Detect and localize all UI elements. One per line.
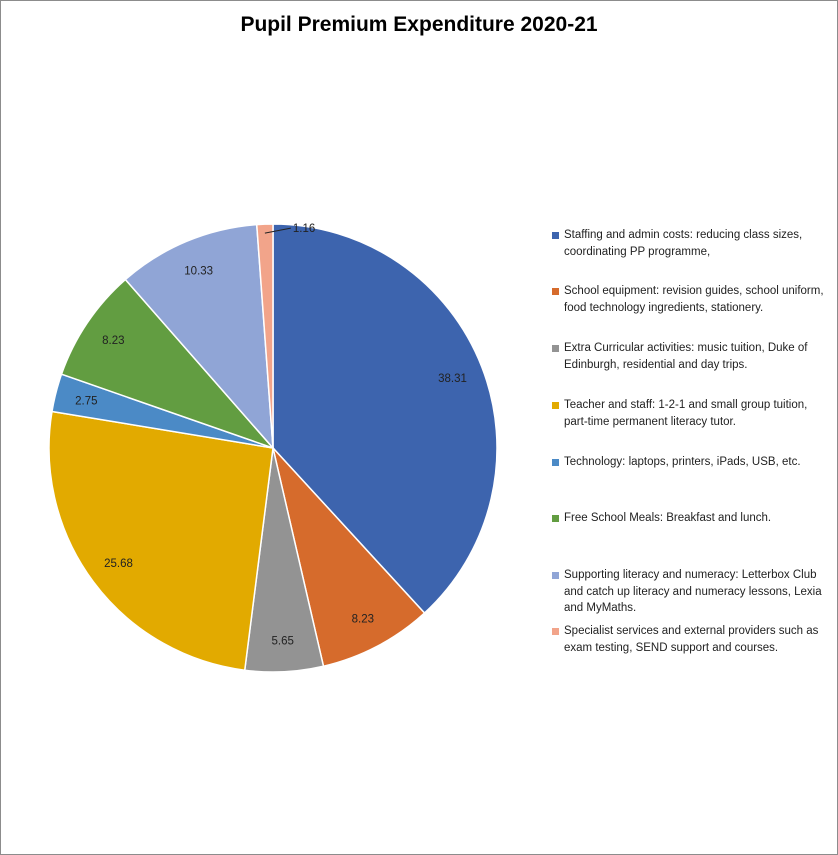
data-labels: 38.31 8.23 5.65 25.68 2.75 8.23 10.33 1.16 — [75, 223, 467, 647]
legend-label: Staffing and admin costs: reducing class… — [564, 229, 803, 258]
pie-slice-3 — [48, 410, 274, 672]
data-label-2: 5.65 — [272, 635, 294, 647]
legend-label: Specialist services and external provide… — [564, 625, 819, 654]
legend-swatch — [552, 345, 559, 352]
legend-label: Free School Meals: Breakfast and lunch. — [564, 512, 772, 524]
legend-swatch — [552, 288, 559, 295]
chart-title: Pupil Premium Expenditure 2020-21 — [240, 13, 598, 36]
legend-swatch — [552, 628, 559, 635]
legend-label: Supporting literacy and numeracy: Letter… — [564, 569, 822, 614]
leader-lines — [264, 227, 291, 234]
legend-swatch — [552, 572, 559, 579]
legend-swatch — [552, 459, 559, 466]
data-label-3: 25.68 — [104, 558, 133, 570]
legend-label: Technology: laptops, printers, iPads, US… — [564, 456, 801, 468]
pie-slice-0 — [272, 223, 498, 615]
data-label-6: 10.33 — [184, 265, 213, 277]
legend-label: Extra Curricular activities: music tuiti… — [564, 342, 808, 371]
data-label-4: 2.75 — [75, 395, 97, 407]
data-label-5: 8.23 — [102, 335, 124, 347]
data-label-0: 38.31 — [438, 373, 467, 385]
data-label-1: 8.23 — [352, 613, 374, 625]
data-label-7: 1.16 — [293, 223, 315, 235]
legend-swatch — [552, 232, 559, 239]
legend-swatch — [552, 515, 559, 522]
pie-slice-6 — [124, 223, 274, 451]
legend-label: School equipment: revision guides, schoo… — [564, 285, 824, 314]
legend-swatch — [552, 402, 559, 409]
legend-label: Teacher and staff: 1-2-1 and small group… — [564, 399, 808, 428]
pie-slices — [48, 223, 498, 673]
pie-slice-5 — [60, 278, 276, 450]
pie-slice-7 — [255, 223, 274, 449]
leader-line-7 — [264, 227, 291, 234]
